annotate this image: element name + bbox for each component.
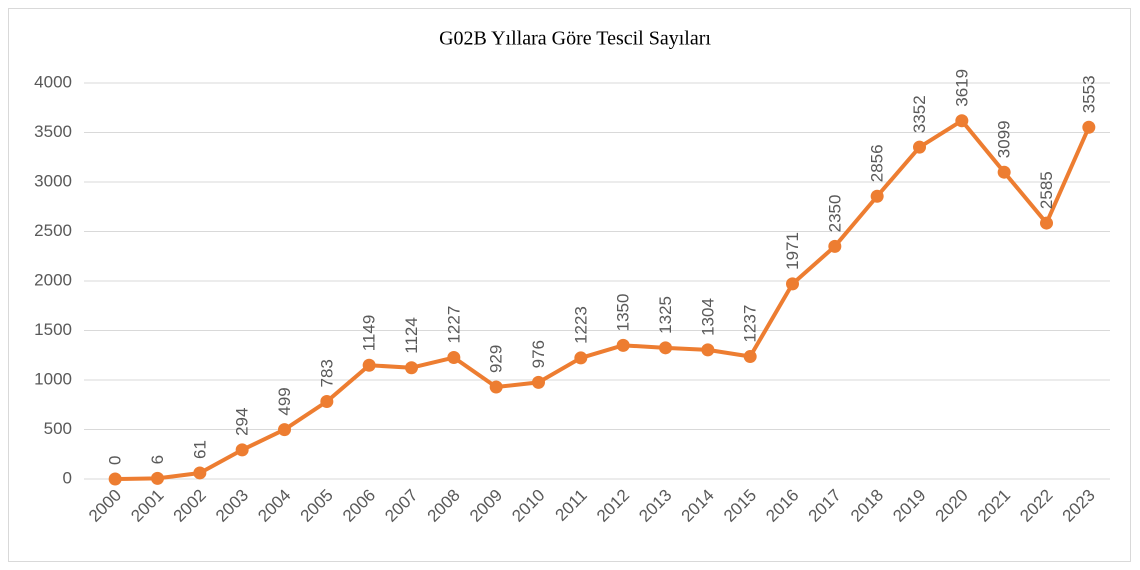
data-point <box>997 165 1011 179</box>
data-label: 1971 <box>783 232 802 270</box>
data-point <box>743 350 757 364</box>
data-label: 1350 <box>614 294 633 332</box>
data-label: 1149 <box>360 315 379 352</box>
chart-border <box>8 8 1131 562</box>
data-label: 929 <box>487 345 506 373</box>
x-tick-label: 2014 <box>678 486 718 526</box>
x-tick-label: 2021 <box>974 486 1014 526</box>
x-tick-label: 2019 <box>889 486 929 526</box>
data-point <box>701 343 715 357</box>
x-tick-label: 2006 <box>339 486 379 526</box>
data-point <box>235 443 249 457</box>
y-tick-label: 2500 <box>34 221 72 240</box>
data-point <box>870 189 884 203</box>
data-point <box>828 239 842 253</box>
data-label: 1237 <box>741 305 760 343</box>
data-label: 2585 <box>1037 171 1056 209</box>
data-label: 3352 <box>910 95 929 133</box>
data-label: 294 <box>233 408 252 436</box>
x-tick-label: 2000 <box>85 486 125 526</box>
data-label: 1325 <box>656 296 675 334</box>
data-label: 1223 <box>571 306 590 344</box>
data-point <box>151 471 164 485</box>
data-point <box>616 338 630 352</box>
x-tick-label: 2015 <box>720 486 760 526</box>
data-label: 2856 <box>868 144 887 182</box>
data-point <box>532 375 545 389</box>
data-label: 1124 <box>402 317 421 354</box>
data-point <box>447 351 461 365</box>
data-point <box>786 277 799 291</box>
data-label: 0 <box>106 456 125 465</box>
y-tick-label: 2000 <box>34 270 72 289</box>
y-tick-label: 4000 <box>34 72 72 91</box>
data-label: 1304 <box>698 298 717 336</box>
x-tick-label: 2001 <box>127 486 167 526</box>
data-point <box>913 140 926 154</box>
data-point <box>108 472 122 486</box>
y-tick-label: 500 <box>44 419 72 438</box>
data-point <box>278 423 291 437</box>
data-point <box>405 361 418 375</box>
data-point <box>574 351 588 365</box>
data-point <box>1082 120 1096 134</box>
data-label: 976 <box>529 340 548 368</box>
x-tick-label: 2020 <box>932 486 972 526</box>
data-label: 499 <box>275 387 294 415</box>
data-label: 61 <box>190 440 209 459</box>
x-tick-label: 2008 <box>424 486 464 526</box>
y-tick-label: 3000 <box>34 171 72 190</box>
x-tick-label: 2010 <box>508 486 548 526</box>
series-line <box>115 118 1091 481</box>
x-tick-label: 2013 <box>635 486 675 526</box>
data-point <box>955 114 969 128</box>
data-point <box>489 380 503 394</box>
data-label: 1227 <box>444 306 463 344</box>
x-tick-label: 2022 <box>1016 486 1056 526</box>
y-tick-label: 0 <box>63 468 72 487</box>
data-label: 6 <box>148 455 167 464</box>
x-tick-label: 2023 <box>1059 486 1099 526</box>
x-tick-label: 2004 <box>254 486 294 526</box>
data-label: 783 <box>317 359 336 387</box>
data-label: 3619 <box>952 69 971 107</box>
data-label: 2350 <box>825 195 844 233</box>
x-tick-label: 2002 <box>170 486 210 526</box>
x-tick-label: 2005 <box>297 486 337 526</box>
data-point <box>193 466 207 480</box>
data-point <box>362 358 376 372</box>
y-tick-label: 1000 <box>34 369 72 388</box>
data-point <box>659 341 672 355</box>
x-tick-label: 2007 <box>381 486 421 526</box>
data-point <box>1040 216 1053 230</box>
chart-title: G02B Yıllara Göre Tescil Sayıları <box>439 28 711 50</box>
data-point <box>320 394 334 408</box>
x-tick-label: 2017 <box>805 486 845 526</box>
x-tick-label: 2009 <box>466 486 506 526</box>
y-tick-label: 3500 <box>34 122 72 141</box>
y-tick-label: 1500 <box>34 320 72 339</box>
data-label: 3553 <box>1079 75 1098 113</box>
x-tick-label: 2016 <box>762 486 802 526</box>
x-tick-label: 2003 <box>212 486 252 526</box>
data-label: 3099 <box>995 120 1014 158</box>
x-tick-label: 2018 <box>847 486 887 526</box>
x-tick-label: 2011 <box>552 486 591 525</box>
x-tick-label: 2012 <box>593 486 633 526</box>
